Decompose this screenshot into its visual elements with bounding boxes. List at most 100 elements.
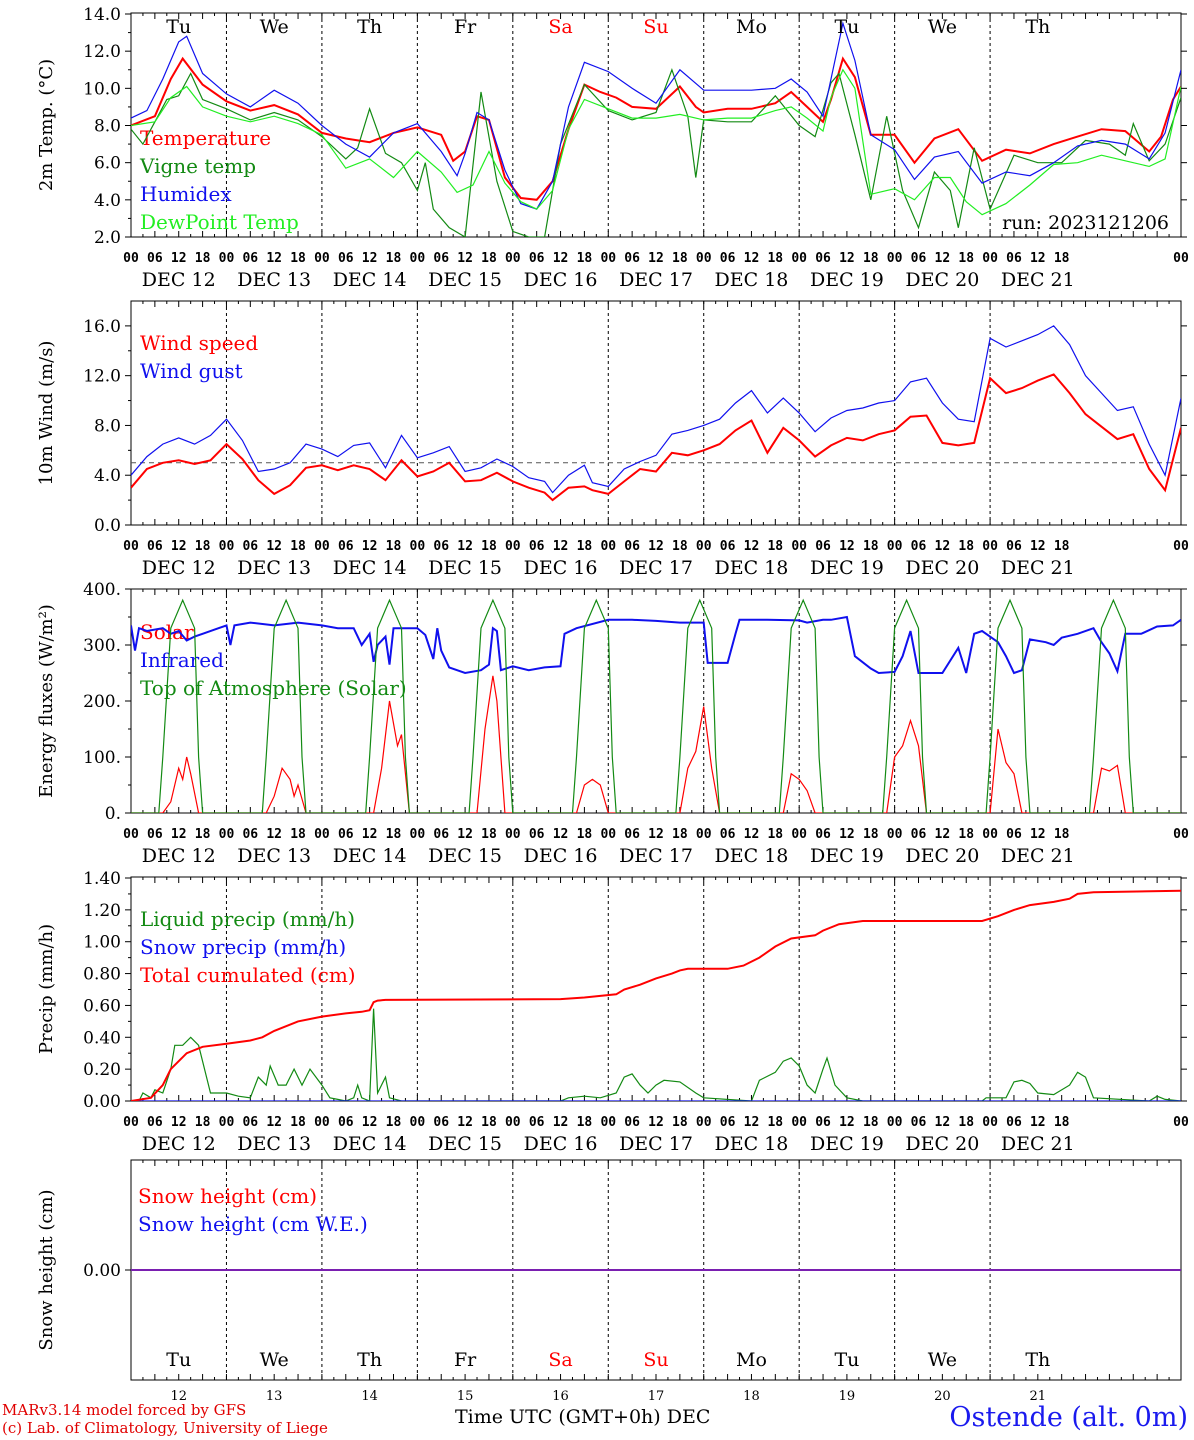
y-tick-label: 16.0: [83, 317, 121, 337]
hour-label: 00: [219, 251, 235, 266]
hour-label: 18: [672, 1115, 688, 1130]
panel-5: 0.00 Snow height (cm) Snow height (cm) Snow…: [36, 1159, 1182, 1404]
hour-label: 00: [696, 251, 712, 266]
hour-label: 18: [672, 539, 688, 554]
hour-label: 18: [290, 251, 306, 266]
panel-2: 0.0 4.0 8.0 12.0 16.0 10m Wind (m/s) Wind spee…: [36, 300, 1189, 579]
panel-frame: [130, 12, 1182, 238]
y-tick-label: 400.: [83, 580, 121, 600]
hour-label: 06: [433, 539, 449, 554]
y-tick-label: 8.0: [94, 117, 121, 137]
day-number-label: 15: [457, 1389, 474, 1404]
hour-label: 00: [1173, 827, 1189, 842]
hour-label: 00: [696, 827, 712, 842]
y-tick-label: 0.0: [94, 516, 121, 536]
hour-label: 06: [529, 827, 545, 842]
hour-label: 00: [219, 539, 235, 554]
y-tick-label: 300.: [83, 636, 121, 656]
y-tick-label: 1.20: [83, 901, 121, 921]
day-number-label: 21: [1030, 1389, 1047, 1404]
hour-label: 18: [481, 827, 497, 842]
weekday-label: We: [928, 1349, 957, 1371]
hour-label: 12: [1030, 251, 1046, 266]
hour-label: 06: [242, 827, 258, 842]
y-tick-label: 0.: [105, 804, 121, 824]
date-label: DEC 13: [237, 1133, 311, 1155]
y-axis-label: Precip (mm/h): [36, 924, 57, 1054]
hour-label: 12: [935, 539, 951, 554]
date-label: DEC 20: [905, 1133, 979, 1155]
hour-label: 18: [1054, 251, 1070, 266]
hour-label: 18: [863, 1115, 879, 1130]
series-line-humidex: [131, 20, 1181, 210]
hour-label: 06: [815, 1115, 831, 1130]
date-label: DEC 20: [905, 269, 979, 291]
legend-entry: Snow height (cm): [138, 1184, 317, 1208]
hour-label: 00: [314, 539, 330, 554]
hour-label: 12: [362, 251, 378, 266]
date-label: DEC 14: [333, 269, 407, 291]
hour-label: 06: [911, 251, 927, 266]
hour-label: 12: [839, 539, 855, 554]
hour-label: 00: [887, 539, 903, 554]
hour-label: 18: [386, 1115, 402, 1130]
panel-1: 2.0 4.0 6.0 8.0 10.0 12.0 14.0 2m Temp. (°C) Tem…: [36, 5, 1189, 291]
legend-entry: Infrared: [140, 648, 224, 672]
date-label: DEC 17: [619, 269, 693, 291]
date-label: DEC 12: [142, 845, 216, 867]
hour-label: 06: [242, 1115, 258, 1130]
hour-label: 06: [242, 251, 258, 266]
weekday-label: Th: [1025, 1349, 1050, 1371]
hour-label: 00: [314, 1115, 330, 1130]
hour-label: 06: [529, 251, 545, 266]
hour-label: 00: [1173, 1115, 1189, 1130]
date-label: DEC 15: [428, 557, 502, 579]
y-tick-label: 14.0: [83, 5, 121, 25]
panel-frame: [130, 300, 1182, 526]
hour-label: 06: [624, 251, 640, 266]
hour-label: 06: [720, 251, 736, 266]
hour-label: 18: [290, 827, 306, 842]
series-line-top-of-atmosphere-solar-: [131, 598, 1181, 813]
legend-entry: Temperature: [140, 126, 271, 150]
hour-label: 00: [505, 827, 521, 842]
hour-label: 06: [433, 827, 449, 842]
series-line-temperature: [131, 56, 1181, 201]
hour-label: 06: [1006, 251, 1022, 266]
hour-label: 18: [958, 251, 974, 266]
hour-label: 12: [744, 539, 760, 554]
date-label: DEC 18: [715, 557, 789, 579]
series-line-vigne-temp: [131, 68, 1181, 237]
date-label: DEC 16: [524, 1133, 598, 1155]
hour-label: 12: [744, 827, 760, 842]
hour-label: 18: [958, 827, 974, 842]
hour-label: 12: [1030, 539, 1046, 554]
hour-label: 12: [553, 251, 569, 266]
hour-label: 00: [410, 251, 426, 266]
legend-entry: Top of Atmosphere (Solar): [140, 676, 407, 700]
hour-label: 00: [219, 1115, 235, 1130]
hour-label: 06: [815, 539, 831, 554]
hour-label: 18: [863, 539, 879, 554]
hour-label: 18: [386, 251, 402, 266]
hour-label: 12: [362, 1115, 378, 1130]
credit-line-1: MARv3.14 model forced by GFS: [2, 1401, 247, 1419]
hour-label: 00: [505, 251, 521, 266]
y-tick-label: 4.0: [94, 191, 121, 211]
x-axis-title: Time UTC (GMT+0h) DEC: [455, 1406, 710, 1428]
hour-label: 18: [290, 1115, 306, 1130]
legend-entry: DewPoint Temp: [140, 210, 299, 234]
hour-label: 12: [457, 827, 473, 842]
hour-label: 12: [266, 251, 282, 266]
hour-label: 06: [624, 539, 640, 554]
hour-label: 06: [242, 539, 258, 554]
hour-label: 12: [744, 251, 760, 266]
legend-entry: Liquid precip (mm/h): [140, 907, 355, 931]
date-label: DEC 13: [237, 557, 311, 579]
hour-label: 06: [338, 827, 354, 842]
weekday-label: Su: [643, 16, 668, 38]
date-label: DEC 16: [524, 269, 598, 291]
station-name: Ostende (alt. 0m): [949, 1402, 1188, 1433]
hour-label: 12: [935, 827, 951, 842]
hour-label: 06: [529, 539, 545, 554]
